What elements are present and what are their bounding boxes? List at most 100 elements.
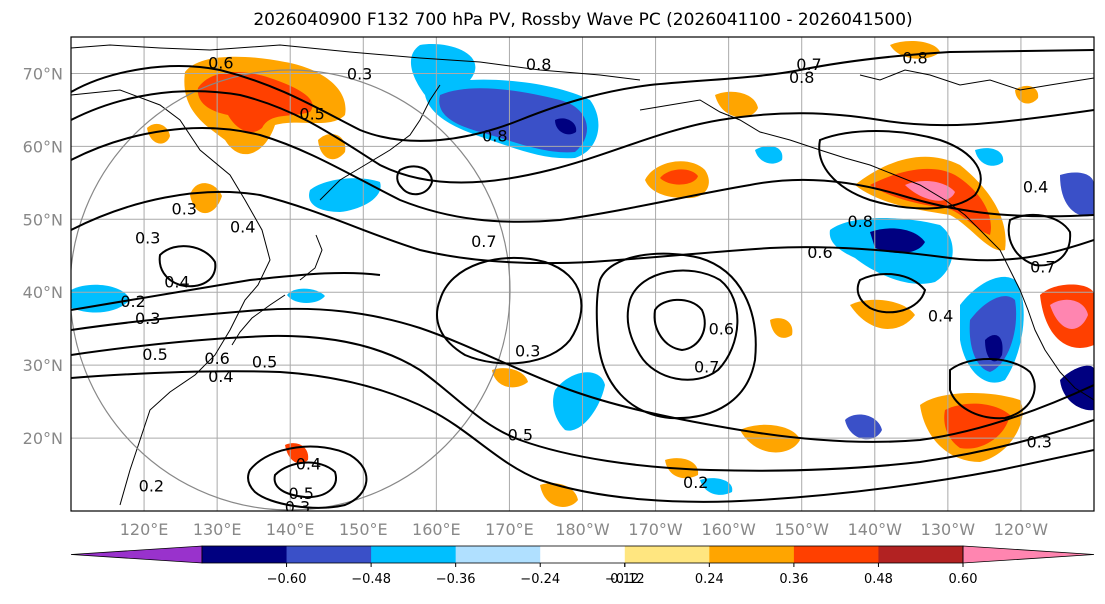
colorbar-tick-label: 0.60: [949, 572, 978, 587]
contour-label: 0.5: [508, 425, 533, 444]
contour-label: 0.6: [208, 54, 233, 73]
longitude-label: 160°W: [701, 520, 756, 539]
contour-label: 0.5: [299, 105, 324, 124]
contour-label: 0.3: [135, 309, 160, 328]
anomaly-strong-bering: [660, 169, 698, 185]
contour-labels: 0.60.30.50.8 0.7 0.80.80.80.30.40.3 0.70.80…: [120, 48, 1055, 517]
contour-label: 0.7: [1030, 258, 1055, 277]
colorbar-tick-label: 0.36: [779, 572, 808, 587]
contour-label: 0.8: [902, 48, 927, 67]
pv-contour: [71, 49, 1094, 142]
contour-label: 0.6: [204, 349, 229, 368]
contour-label: 0.8: [789, 68, 814, 87]
anomaly-negative-ne-2: [975, 148, 1004, 166]
latitude-labels: 70°N 60°N 50°N 40°N 30°N 20°N: [23, 64, 63, 448]
colorbar-tick-label: −0.24: [520, 572, 560, 587]
pv-contour: [396, 165, 434, 196]
contour-label: 0.8: [847, 212, 872, 231]
coast-canada: [859, 69, 1094, 91]
colorbar-segment: [371, 546, 457, 563]
contour-label: 0.7: [471, 232, 496, 251]
latitude-label: 50°N: [23, 210, 63, 229]
anomaly-negative-se: [1060, 365, 1094, 411]
anomaly-negative-central: [553, 372, 605, 431]
contour-label: 0.3: [515, 342, 540, 361]
colorbar-tick-label: −0.60: [267, 572, 307, 587]
longitude-label: 140°E: [266, 520, 315, 539]
anomaly-core-ne: [1050, 299, 1088, 329]
colorbar-segment: [793, 546, 879, 563]
anomaly-positive-small-1: [147, 123, 170, 144]
anomaly-positive-mid-2: [770, 318, 793, 338]
anomaly-negative-west: [71, 284, 130, 313]
contour-label: 0.4: [1023, 177, 1048, 196]
pv-contour: [1007, 213, 1072, 267]
latitude-label: 40°N: [23, 283, 63, 302]
pv-contour: [436, 256, 583, 365]
pv-contour: [949, 358, 1036, 420]
anomaly-strong-siberia: [197, 72, 313, 133]
anomaly-neg-deep-coast: [985, 335, 1003, 362]
pv-contour: [856, 273, 927, 314]
pv-contour: [595, 252, 757, 420]
pv-contour: [71, 271, 381, 311]
contour-label: 0.7: [694, 358, 719, 377]
contour-label: 0.6: [807, 243, 832, 262]
longitude-label: 170°E: [485, 520, 534, 539]
pv-contour: [246, 445, 368, 509]
contour-label: 0.3: [172, 199, 197, 218]
longitude-label: 130°W: [921, 520, 976, 539]
longitude-label: 120°E: [120, 520, 169, 539]
contour-label: 0.2: [683, 473, 708, 492]
map-panel: 0.60.30.50.8 0.7 0.80.80.80.30.40.3 0.70.80…: [71, 37, 1094, 517]
anomaly-core-coast: [969, 296, 1017, 372]
colorbar-tick-label: 0.48: [864, 572, 893, 587]
anomaly-positive-small-2: [190, 183, 222, 214]
reference-circle: [71, 69, 511, 511]
pv-contour: [158, 245, 217, 288]
longitude-labels: 120°E 130°E 140°E 150°E 160°E 170°E 180°W 170°W…: [120, 520, 1049, 539]
contour-label: 0.5: [252, 353, 277, 372]
colorbar-tick-label: 0.12: [610, 572, 639, 587]
coast-arctic: [71, 44, 641, 81]
colorbar-segment: [455, 546, 541, 563]
anomaly-negative-japan-sea: [309, 178, 381, 212]
anomaly-strong-subtropic: [944, 403, 1010, 449]
pv-contour: [71, 190, 1094, 265]
coastlines: [71, 44, 1094, 506]
contour-label: 0.2: [139, 476, 164, 495]
longitude-label: 140°W: [848, 520, 903, 539]
contour-label: 0.8: [526, 55, 551, 74]
anomaly-core-ep: [870, 228, 925, 254]
latitude-label: 70°N: [23, 64, 63, 83]
anomaly-positive-mid-1: [492, 368, 528, 388]
contour-label: 0.8: [482, 126, 507, 145]
contour-label: 0.3: [285, 498, 310, 517]
figure-title: 2026040900 F132 700 hPa PV, Rossby Wave …: [253, 10, 912, 30]
colorbar-tick-label: −0.12: [605, 572, 645, 587]
contour-label: 0.7: [796, 55, 821, 74]
map-frame: [70, 36, 1095, 512]
longitude-label: 150°E: [339, 520, 388, 539]
pv-contour: [71, 90, 1094, 184]
colorbar-extend-min: [70, 545, 203, 564]
longitude-label: 160°E: [412, 520, 461, 539]
colorbar-extend-max: [962, 545, 1095, 564]
contour-label: 0.4: [164, 272, 189, 291]
anomaly-negative-ak: [755, 145, 783, 164]
anomaly-positive-east-1: [850, 299, 915, 329]
pv-contour: [71, 370, 1094, 503]
pv-contour: [273, 461, 337, 499]
anomaly-center-okhotsk: [555, 118, 577, 135]
pv-contour: [653, 298, 706, 352]
pv-contour: [818, 130, 982, 210]
colorbar-segment: [540, 546, 626, 563]
anomaly-core-okhotsk: [439, 88, 587, 153]
contour-label: 0.3: [1026, 433, 1051, 452]
anomaly-negative-nw: [1060, 172, 1094, 217]
longitude-label: 170°W: [628, 520, 683, 539]
colorbar-segment: [878, 546, 964, 563]
pv-contour: [626, 269, 739, 381]
anomaly-negative-south-3: [700, 478, 733, 495]
